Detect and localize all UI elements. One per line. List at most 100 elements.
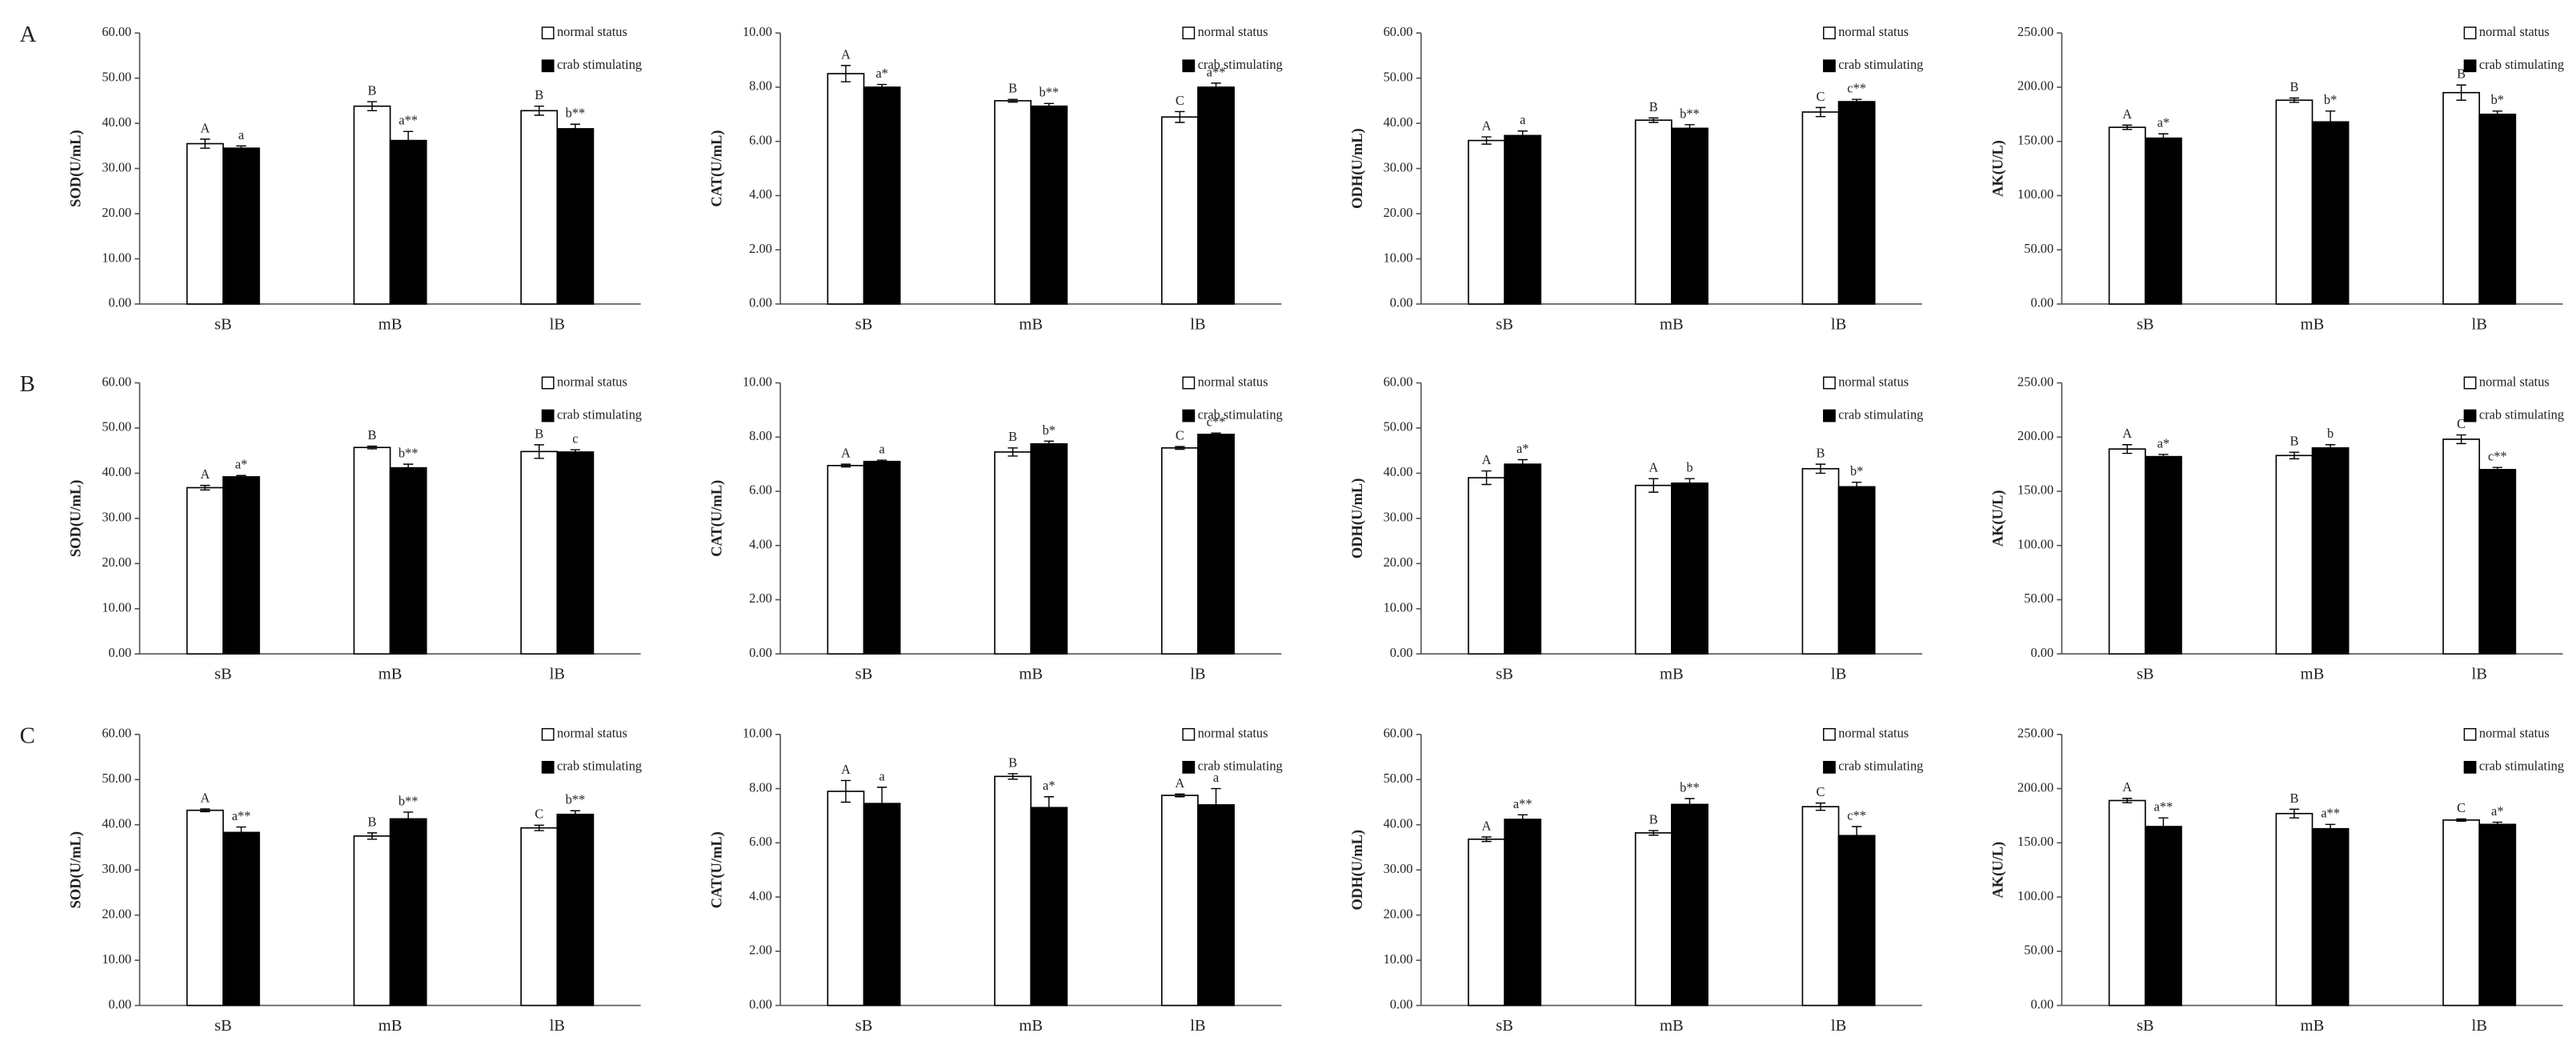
y-tick-label: 0.00 [2030,996,2053,1011]
legend-label: crab stimulating [1198,759,1283,774]
bar [1030,105,1068,305]
significance-label: A [841,46,851,62]
bar [1160,795,1199,1007]
y-tick-label: 60.00 [1384,374,1413,389]
error-bar [403,463,414,472]
legend-swatch [541,409,555,422]
y-tick-label: 6.00 [749,482,772,498]
y-tick-label: 8.00 [749,78,772,94]
y-tick-label: 40.00 [1384,816,1413,831]
error-bar [1685,478,1695,489]
significance-label: b* [1043,422,1056,438]
significance-label: B [2290,434,2298,449]
significance-label: C [535,807,543,822]
significance-label: b** [399,793,419,808]
significance-label: A [200,466,210,482]
y-tick-label: 150.00 [2017,132,2053,147]
y-tick-label: 100.00 [2017,537,2053,552]
y-tick-label: 200.00 [2017,779,2053,795]
error-bar [2158,454,2169,460]
significance-label: a [1213,770,1220,785]
bar [1160,446,1199,655]
bar [353,105,391,305]
significance-label: a [1520,112,1526,127]
x-tick-label: sB [1496,315,1513,333]
bar [556,813,595,1007]
y-tick-label: 4.00 [749,888,772,903]
x-tick-label: mB [379,1017,403,1035]
significance-label: a* [235,457,248,472]
legend-swatch [1823,409,1836,422]
bar [353,446,391,655]
error-bar [1517,130,1528,141]
y-tick-label: 0.00 [2030,645,2053,660]
panel: AK(U/L) 0.00 50.00 100.00 150.00 200.00 250.00… [1990,374,2564,683]
legend-swatch [541,59,555,73]
bar [556,128,595,305]
legend-label: crab stimulating [1838,406,1923,422]
y-tick-label: 20.00 [102,906,131,921]
y-tick-label: 250.00 [2017,374,2053,389]
bar [1197,434,1235,655]
y-axis-label: SOD(U/mL) [68,130,85,206]
panel: C SOD(U/mL) 0.00 10.00 20.00 30.00 40.00 50.00 6… [20,723,642,1035]
x-tick-label: lB [2472,315,2487,333]
legend-label: normal status [2479,24,2550,39]
error-bar [1852,481,1862,492]
legend-label: crab stimulating [2479,57,2564,72]
error-bar [1175,110,1185,123]
error-bar [2456,84,2466,101]
legend-label: crab stimulating [1198,57,1283,72]
error-bar [840,779,851,803]
y-axis-label: ODH(U/mL) [1349,830,1366,911]
error-bar [534,444,544,459]
y-tick-label: 20.00 [1384,906,1413,921]
significance-label: c** [1847,807,1866,823]
bar [1671,127,1709,305]
legend-swatch [1182,59,1196,73]
error-bar [403,811,414,827]
significance-label: B [535,87,543,102]
y-tick-label: 0.00 [749,645,772,660]
legend-swatch [1823,760,1836,774]
significance-label: b* [2491,92,2504,107]
bar [2108,448,2146,655]
y-tick-label: 40.00 [102,816,131,831]
bar [2108,799,2146,1007]
significance-label: a [879,441,885,456]
bar [1468,477,1505,655]
panel: B SOD(U/mL) 0.00 10.00 20.00 30.00 40.00 50.00 6… [20,371,642,683]
error-bar [1685,124,1695,133]
y-tick-label: 60.00 [1384,726,1413,741]
panel-label: A [20,22,37,47]
legend-swatch [541,26,555,40]
bar [994,100,1032,305]
legend-swatch [1182,760,1196,774]
significance-label: B [2457,66,2466,82]
significance-label: c** [2488,449,2507,464]
x-tick-label: mB [1019,315,1043,333]
error-bar [876,83,887,91]
significance-label: B [368,427,377,442]
legend-swatch [1823,26,1836,40]
error-bar [2492,110,2502,118]
bar [994,775,1032,1007]
y-axis-label: CAT(U/mL) [708,480,725,557]
legend-swatch [1823,376,1836,390]
y-tick-label: 50.00 [102,69,131,84]
x-tick-label: sB [2137,315,2154,333]
bar [1030,807,1068,1007]
error-bar [1815,463,1826,474]
error-bar [876,459,887,464]
error-bar [2289,97,2300,103]
y-tick-label: 30.00 [1384,159,1413,174]
error-bar [534,824,544,831]
bar [1837,486,1876,655]
panel: ODH(U/mL) 0.00 10.00 20.00 30.00 40.00 50.00 60… [1349,374,1923,683]
bar [2275,812,2314,1007]
error-bar [200,484,210,491]
y-tick-label: 2.00 [749,591,772,606]
x-tick-label: sB [214,1017,232,1035]
